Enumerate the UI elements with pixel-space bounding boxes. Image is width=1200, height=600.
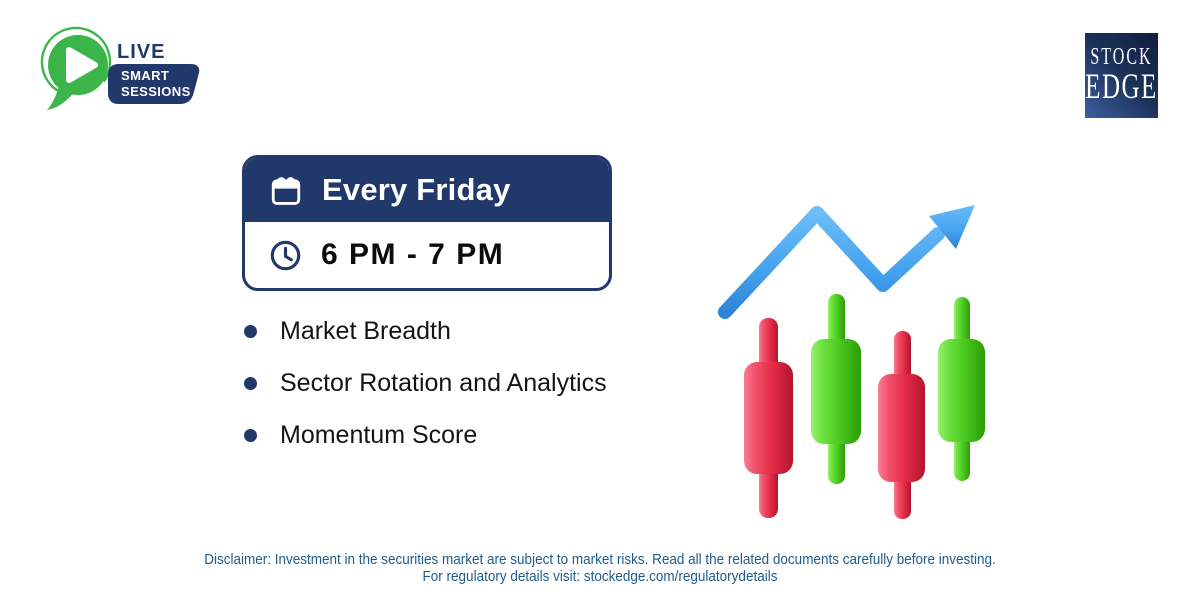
topics-list: Market Breadth Sector Rotation and Analy… (244, 316, 607, 472)
stockedge-logo-stock: STOCK (1090, 44, 1153, 71)
topic-label: Momentum Score (280, 420, 478, 449)
candle-green-2 (938, 297, 985, 481)
bullet-icon (244, 376, 257, 390)
speech-bubble-icon (40, 26, 112, 110)
schedule-card-body: 6 PM - 7 PM (245, 222, 609, 288)
badge-line2: SESSIONS (121, 83, 191, 99)
stockedge-logo: STOCK EDGE (1085, 33, 1158, 118)
smart-sessions-badge (108, 64, 200, 104)
schedule-card-header: Every Friday (245, 158, 609, 222)
list-item: Momentum Score (244, 420, 607, 450)
bullet-icon (244, 428, 257, 442)
schedule-time: 6 PM - 7 PM (321, 238, 505, 271)
list-item: Market Breadth (244, 316, 607, 346)
disclaimer-line2: For regulatory details visit: stockedge.… (422, 568, 778, 585)
up-arrow-icon (718, 205, 975, 319)
live-label: LIVE (117, 41, 166, 63)
topic-label: Market Breadth (280, 316, 451, 345)
badge-line1: SMART (121, 68, 170, 83)
disclaimer: Disclaimer: Investment in the securities… (0, 551, 1200, 585)
bullet-icon (244, 324, 257, 338)
candle-green-1 (811, 294, 861, 484)
play-icon (66, 47, 98, 83)
schedule-day: Every Friday (322, 172, 511, 207)
list-item: Sector Rotation and Analytics (244, 368, 607, 398)
candlestick-illustration (718, 205, 985, 519)
candle-red-1 (744, 318, 793, 518)
clock-icon (270, 240, 301, 270)
candle-red-2 (878, 331, 925, 519)
stockedge-logo-edge: EDGE (1085, 67, 1158, 107)
schedule-card: Every Friday 6 PM - 7 PM (242, 155, 612, 291)
smart-sessions-badge-text: SMART SESSIONS (121, 68, 191, 99)
topic-label: Sector Rotation and Analytics (280, 368, 607, 397)
disclaimer-line1: Disclaimer: Investment in the securities… (204, 551, 996, 568)
calendar-icon (271, 177, 301, 205)
